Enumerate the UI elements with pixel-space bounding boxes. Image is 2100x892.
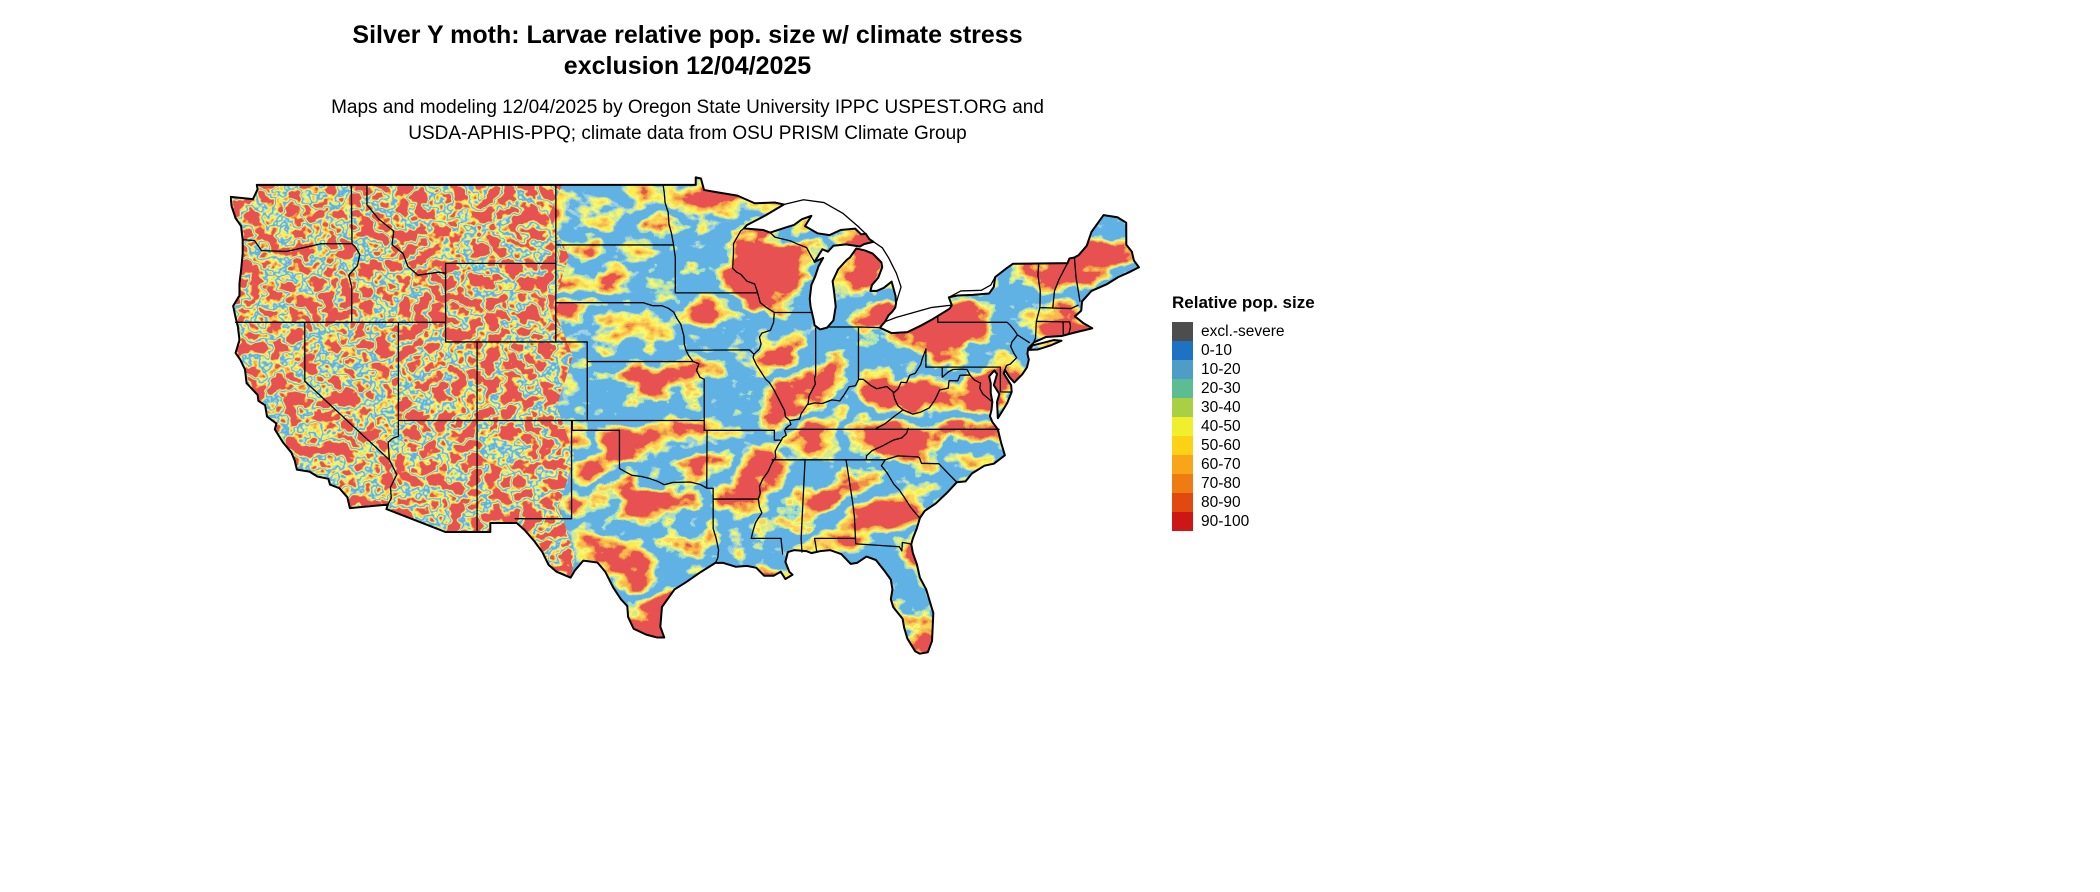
page-title-line-1: Silver Y moth: Larvae relative pop. size…: [352, 21, 1023, 49]
page-title: Silver Y moth: Larvae relative pop. size…: [0, 20, 1375, 82]
us-conus-map-svg: [230, 176, 1140, 655]
legend-swatch: [1172, 417, 1193, 436]
legend-swatch: [1172, 436, 1193, 455]
legend-label: 90-100: [1201, 512, 1250, 530]
legend-swatch: [1172, 379, 1193, 398]
legend-item: 50-60: [1172, 436, 1315, 455]
legend-item: 90-100: [1172, 512, 1315, 531]
legend-item: 40-50: [1172, 417, 1315, 436]
legend-swatch: [1172, 512, 1193, 531]
legend-item: excl.-severe: [1172, 322, 1315, 341]
legend: Relative pop. size excl.-severe 0-10 10-20…: [1172, 293, 1315, 531]
us-outline: [230, 176, 1140, 655]
page-subtitle: Maps and modeling 12/04/2025 by Oregon S…: [0, 95, 1375, 147]
legend-label: 80-90: [1201, 493, 1241, 511]
legend-item: 10-20: [1172, 360, 1315, 379]
page-subtitle-line-2: USDA-APHIS-PPQ; climate data from OSU PR…: [408, 123, 967, 144]
legend-label: excl.-severe: [1201, 322, 1285, 340]
legend-label: 60-70: [1201, 455, 1241, 473]
legend-item: 20-30: [1172, 379, 1315, 398]
legend-item: 60-70: [1172, 455, 1315, 474]
state-borders: [234, 184, 1081, 564]
legend-title: Relative pop. size: [1172, 293, 1315, 312]
legend-label: 70-80: [1201, 474, 1241, 492]
page-title-line-2: exclusion 12/04/2025: [563, 52, 812, 80]
legend-label: 50-60: [1201, 436, 1241, 454]
legend-swatch: [1172, 493, 1193, 512]
population-raster: [230, 177, 1139, 654]
page-subtitle-line-1: Maps and modeling 12/04/2025 by Oregon S…: [331, 97, 1044, 118]
legend-label: 10-20: [1201, 360, 1241, 378]
legend-swatch: [1172, 341, 1193, 360]
legend-swatch: [1172, 398, 1193, 417]
legend-label: 30-40: [1201, 398, 1241, 416]
legend-item: 80-90: [1172, 493, 1315, 512]
map-header: Silver Y moth: Larvae relative pop. size…: [0, 0, 1375, 147]
us-map: [230, 176, 1140, 657]
legend-swatch: [1172, 322, 1193, 341]
legend-label: 20-30: [1201, 379, 1241, 397]
legend-swatch: [1172, 360, 1193, 379]
legend-item: 0-10: [1172, 341, 1315, 360]
legend-label: 0-10: [1201, 341, 1233, 359]
legend-item: 30-40: [1172, 398, 1315, 417]
legend-items: excl.-severe 0-10 10-20 20-30 30-40 40-50 50-6…: [1172, 322, 1315, 531]
legend-swatch: [1172, 455, 1193, 474]
legend-item: 70-80: [1172, 474, 1315, 493]
legend-swatch: [1172, 474, 1193, 493]
legend-label: 40-50: [1201, 417, 1241, 435]
